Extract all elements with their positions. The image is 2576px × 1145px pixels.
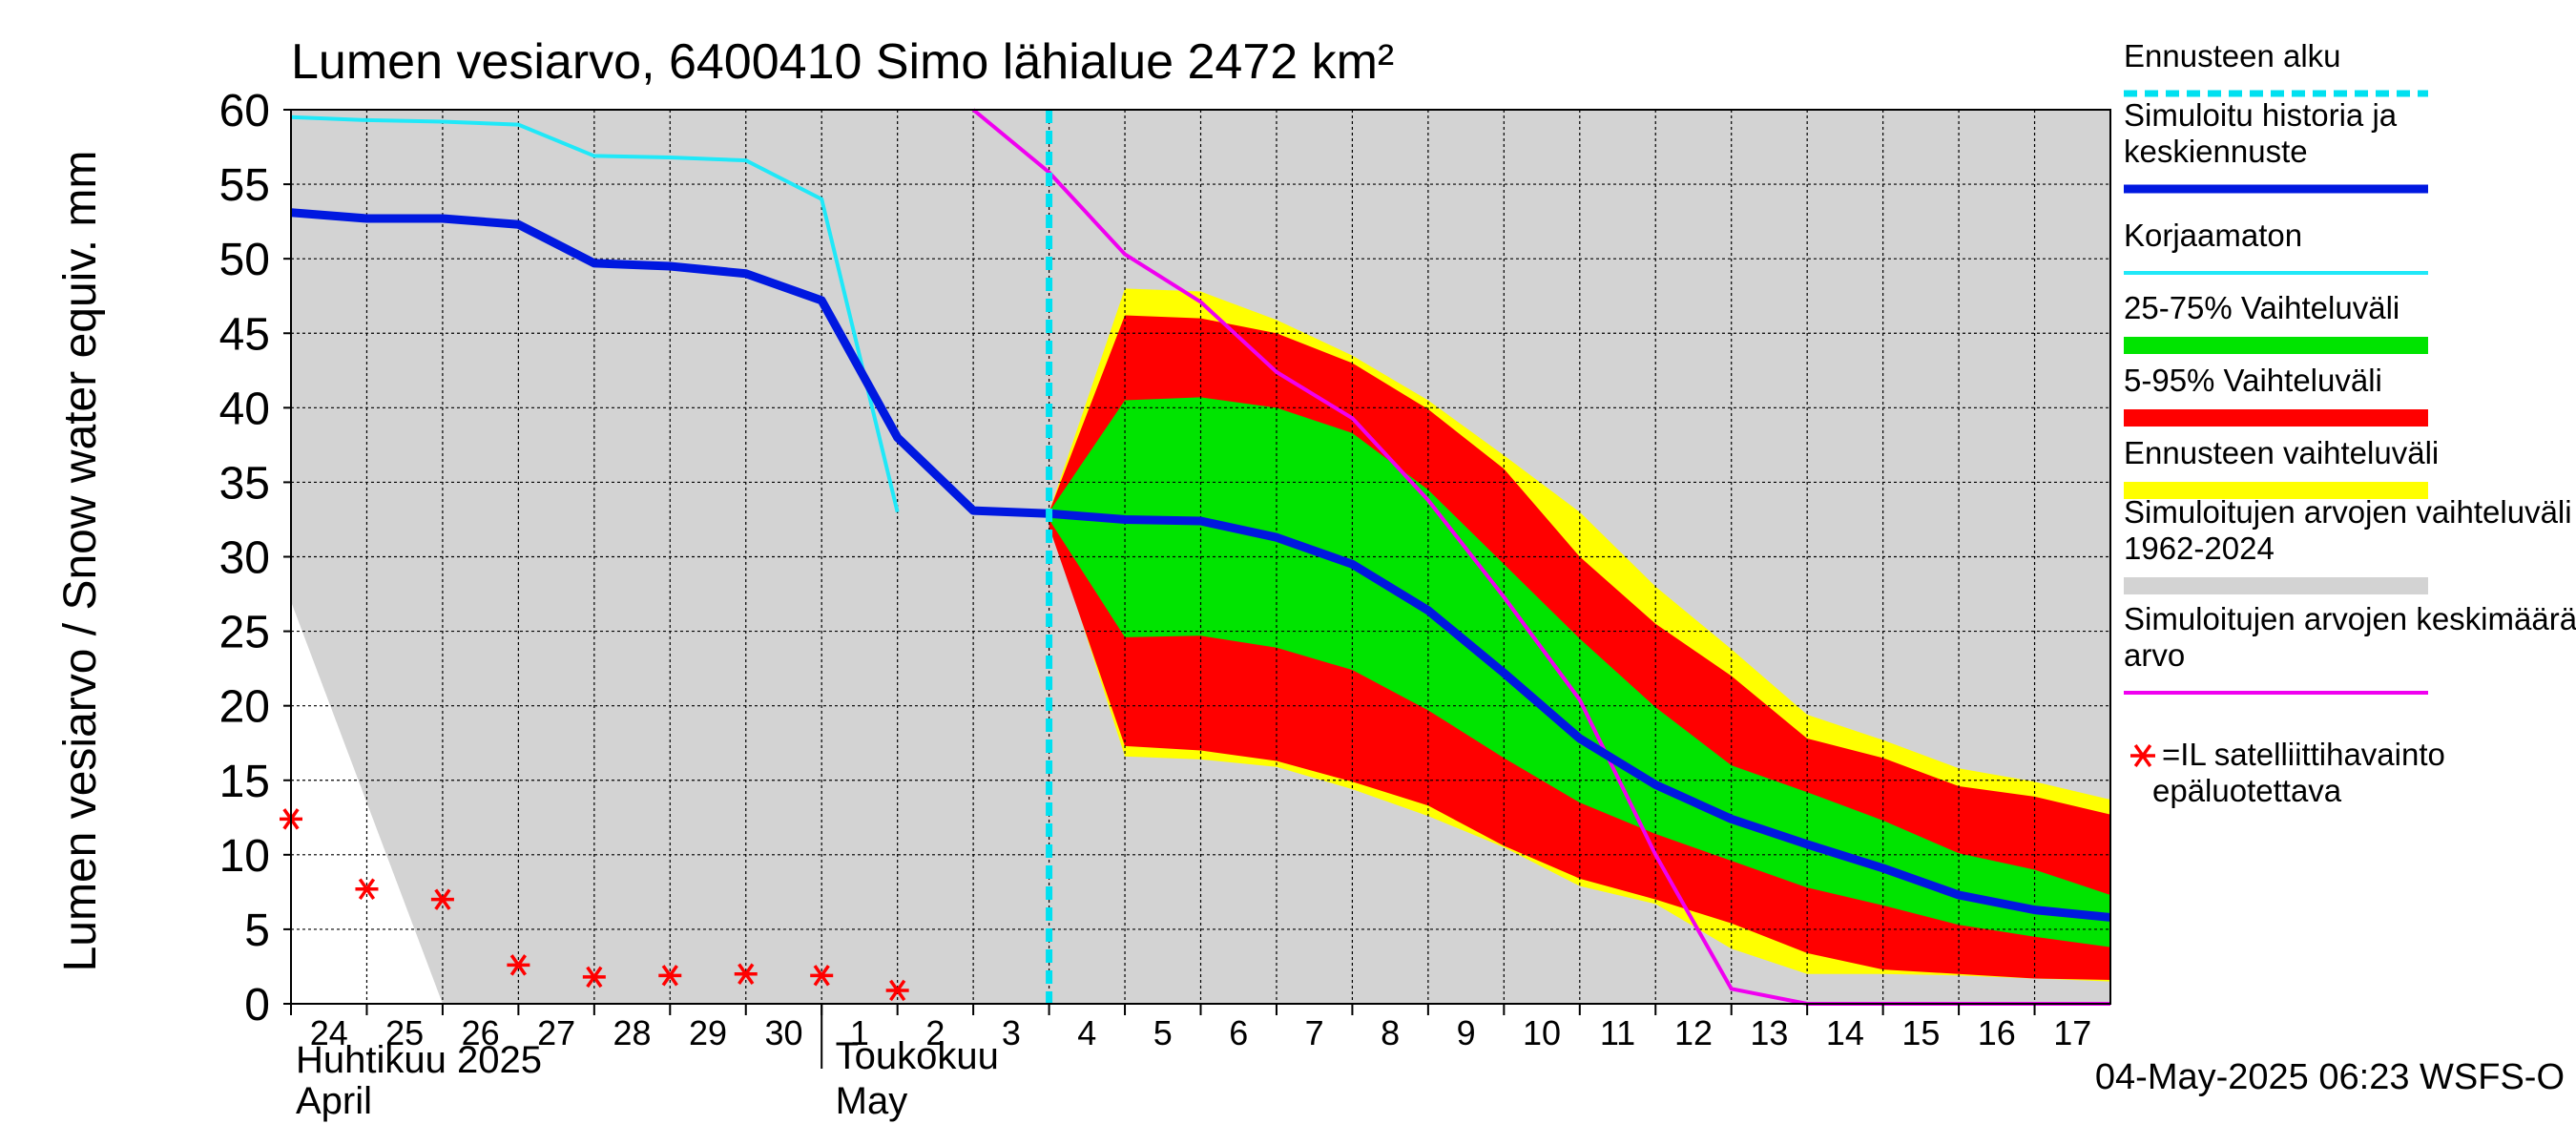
legend-label: keskiennuste [2124,134,2308,169]
chart-title: Lumen vesiarvo, 6400410 Simo lähialue 24… [291,34,1394,90]
y-tick-label: 60 [219,86,270,136]
legend-swatch [2124,337,2428,354]
x-tick-label: 30 [764,1013,802,1052]
footer-timestamp: 04-May-2025 06:23 WSFS-O [2095,1057,2565,1097]
legend-label: Simuloitujen arvojen vaihteluväli [2124,494,2572,530]
legend-swatch [2124,409,2428,427]
legend-label: 25-75% Vaihteluväli [2124,290,2399,325]
legend-item: Korjaamaton [2124,218,2428,275]
legend-label: Simuloitu historia ja [2124,97,2398,133]
y-tick-label: 0 [244,980,270,1030]
month-label-en: April [296,1080,372,1122]
satellite-point [734,963,758,985]
uncorrected-line [290,114,900,513]
x-tick-label: 13 [1750,1013,1788,1052]
x-tick-label: 2 [925,1013,945,1052]
y-tick-label: 30 [219,533,270,584]
simulated-line [290,208,2111,922]
y-tick-label: 20 [219,682,270,733]
satellite-point [658,965,682,987]
legend: Ennusteen alku Simuloitu historia jakeski… [2124,38,2576,808]
y-tick-label: 15 [219,757,270,807]
satellite-point [430,888,454,910]
y-tick-label: 45 [219,309,270,360]
x-tick-label: 10 [1523,1013,1561,1052]
satellite-point [355,878,379,900]
satellite-point [582,966,606,989]
legend-swatch [2124,577,2428,594]
y-tick-label: 5 [244,906,270,956]
legend-label: Korjaamaton [2124,218,2302,253]
x-tick-label: 27 [537,1013,575,1052]
x-tick-label: 3 [1002,1013,1021,1052]
x-tick-label: 1 [850,1013,869,1052]
x-tick-label: 6 [1229,1013,1248,1052]
y-axis-label: Lumen vesiarvo / Snow water equiv. mm [55,151,106,972]
legend-label: Simuloitujen arvojen keskimääräinen [2124,601,2576,636]
x-tick-label: 25 [385,1013,424,1052]
legend-item: 25-75% Vaihteluväli [2124,290,2428,354]
x-tick-label: 9 [1457,1013,1476,1052]
x-tick-label: 5 [1153,1013,1173,1052]
x-tick-label: 26 [462,1013,500,1052]
x-tick-label: 24 [310,1013,348,1052]
y-tick-label: 10 [219,831,270,882]
legend-label: Ennusteen vaihteluväli [2124,435,2439,470]
x-tick-label: 16 [1978,1013,2016,1052]
x-tick-label: 12 [1674,1013,1713,1052]
legend-label: arvo [2124,637,2185,673]
legend-label: Ennusteen alku [2124,38,2341,73]
legend-label: epäluotettava [2152,773,2342,808]
x-tick-label: 7 [1305,1013,1324,1052]
satellite-point [507,954,530,976]
legend-swatch [2124,482,2428,499]
legend-label: 5-95% Vaihteluväli [2124,363,2382,398]
x-tick-label: 28 [613,1013,652,1052]
y-tick-label: 50 [219,235,270,285]
x-tick-label: 4 [1077,1013,1096,1052]
month-label-en: May [836,1080,908,1122]
month-label: Huhtikuu 2025 [296,1039,542,1081]
x-tick-label: 15 [1901,1013,1940,1052]
legend-item: Simuloitujen arvojen vaihteluväli1962-20… [2124,494,2572,594]
x-tick-label: 17 [2053,1013,2091,1052]
y-tick-label: 55 [219,160,270,211]
x-tick-label: 14 [1826,1013,1864,1052]
x-tick-label: 29 [689,1013,727,1052]
legend-item: Ennusteen alku [2124,38,2428,97]
satellite-point [810,965,834,987]
y-tick-label: 25 [219,608,270,658]
month-label: Toukokuu [836,1035,999,1077]
legend-item: Simuloitujen arvojen keskimääräinenarvo [2124,601,2576,695]
legend-label: 1962-2024 [2124,531,2275,566]
x-tick-label: 11 [1600,1013,1635,1052]
y-tick-label: 40 [219,384,270,434]
x-tick-label: 8 [1381,1013,1400,1052]
legend-item: 5-95% Vaihteluväli [2124,363,2428,427]
y-tick-label: 35 [219,458,270,509]
satellite-point [885,979,909,1002]
legend-item: Ennusteen vaihteluväli [2124,435,2439,499]
legend-label: =IL satelliittihavainto [2162,737,2445,772]
legend-star-icon [2130,743,2155,768]
